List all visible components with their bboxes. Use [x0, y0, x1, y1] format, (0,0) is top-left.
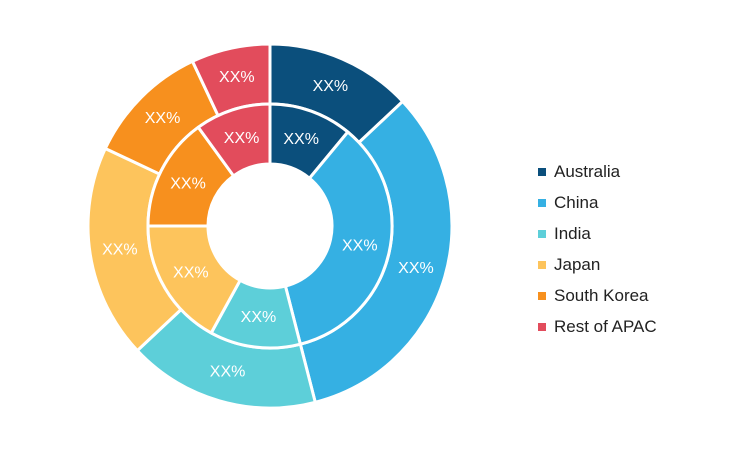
- legend-swatch-india: [538, 229, 546, 238]
- legend-label-japan: Japan: [554, 254, 601, 274]
- inner-label-india: XX%: [241, 309, 277, 326]
- legend: Australia China India Japan South Korea …: [538, 156, 657, 342]
- inner-label-china: XX%: [342, 238, 378, 255]
- legend-swatch-australia: [538, 167, 546, 176]
- outer-label-india: XX%: [210, 363, 246, 380]
- legend-swatch-south-korea: [538, 291, 546, 300]
- inner-label-australia: XX%: [283, 131, 319, 148]
- legend-item-japan: Japan: [538, 249, 657, 280]
- legend-label-rest-of-apac: Rest of APAC: [554, 316, 657, 336]
- outer-label-australia: XX%: [313, 78, 349, 95]
- outer-label-china: XX%: [398, 260, 434, 277]
- legend-label-south-korea: South Korea: [554, 285, 649, 305]
- legend-label-australia: Australia: [554, 161, 621, 181]
- legend-item-rest-of-apac: Rest of APAC: [538, 311, 657, 342]
- inner-slice-china: [283, 129, 394, 346]
- outer-label-south-korea: XX%: [145, 110, 181, 127]
- legend-item-india: India: [538, 218, 657, 249]
- legend-item-australia: Australia: [538, 156, 657, 187]
- legend-label-china: China: [554, 192, 599, 212]
- legend-swatch-rest-of-apac: [538, 322, 546, 331]
- outer-label-rest-of-apac: XX%: [219, 69, 255, 86]
- legend-item-china: China: [538, 187, 657, 218]
- inner-label-japan: XX%: [173, 264, 209, 281]
- inner-label-rest-of-apac: XX%: [224, 130, 260, 147]
- inner-slice-rest-of-apac: [196, 102, 272, 178]
- outer-label-japan: XX%: [102, 241, 138, 258]
- legend-label-india: India: [554, 223, 591, 243]
- legend-swatch-japan: [538, 260, 546, 269]
- legend-item-south-korea: South Korea: [538, 280, 657, 311]
- legend-swatch-china: [538, 198, 546, 207]
- inner-label-south-korea: XX%: [170, 176, 206, 193]
